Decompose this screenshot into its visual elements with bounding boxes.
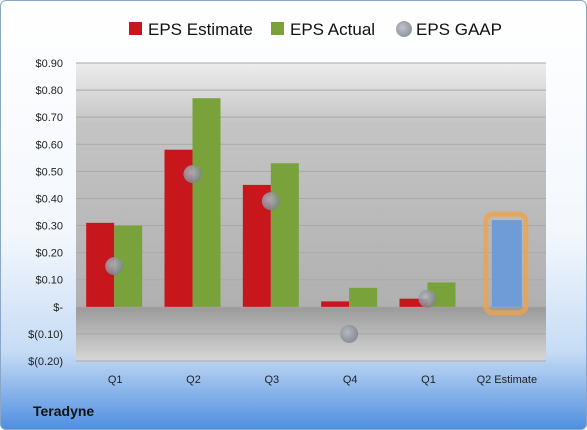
x-tick-label: Q2 Estimate bbox=[477, 374, 538, 386]
y-tick-label: $0.80 bbox=[35, 85, 63, 97]
y-tick-label: $(0.10) bbox=[28, 329, 63, 341]
x-axis: Q1 Q2 Q3 Q4 Q1 Q2 Estimate bbox=[108, 374, 537, 386]
bars bbox=[86, 98, 529, 343]
x-tick-label: Q4 bbox=[343, 374, 358, 386]
plot-area-positive bbox=[76, 63, 546, 307]
eps-gaap-point bbox=[105, 257, 124, 276]
y-tick-label: $0.70 bbox=[35, 112, 63, 124]
plot-area bbox=[76, 63, 546, 361]
legend-label: EPS Estimate bbox=[148, 20, 253, 39]
y-axis: $0.90 $0.80 $0.70 $0.60 $0.50 $0.40 $0.30 $0.20… bbox=[28, 58, 63, 368]
legend-label: EPS Actual bbox=[290, 20, 375, 39]
gridlines bbox=[76, 62, 546, 362]
y-tick-label: $0.10 bbox=[35, 275, 63, 287]
legend-swatch bbox=[271, 22, 284, 35]
y-tick-label: $(0.20) bbox=[28, 356, 63, 368]
x-tick-label: Q1 bbox=[108, 374, 123, 386]
eps-gaap-point bbox=[340, 324, 359, 343]
y-tick-label: $0.30 bbox=[35, 221, 63, 233]
legend: EPS Estimate EPS Actual EPS GAAP bbox=[129, 20, 502, 39]
y-tick-label: $0.60 bbox=[35, 139, 63, 151]
eps-actual-bar bbox=[270, 163, 299, 307]
company-name: Teradyne bbox=[33, 403, 95, 419]
x-tick-label: Q1 bbox=[421, 374, 436, 386]
y-tick-label: $- bbox=[53, 302, 63, 314]
eps-gaap-point bbox=[261, 192, 280, 211]
y-tick-label: $0.90 bbox=[35, 58, 63, 70]
eps-estimate-bar bbox=[321, 301, 350, 307]
eps-actual-bar bbox=[349, 287, 378, 307]
x-tick-label: Q3 bbox=[264, 374, 279, 386]
x-tick-label: Q2 bbox=[186, 374, 201, 386]
eps-actual-bar bbox=[192, 98, 221, 307]
eps-estimate-bar bbox=[399, 298, 428, 307]
eps-gaap-point bbox=[183, 165, 202, 184]
y-tick-label: $0.50 bbox=[35, 166, 63, 178]
q2-estimate-bar bbox=[491, 220, 522, 307]
highlight-glow bbox=[483, 211, 529, 316]
legend-swatch bbox=[129, 22, 142, 35]
legend-swatch bbox=[396, 21, 412, 37]
legend-label: EPS GAAP bbox=[416, 20, 502, 39]
eps-gaap-point bbox=[418, 289, 437, 308]
y-tick-label: $0.40 bbox=[35, 193, 63, 205]
y-tick-label: $0.20 bbox=[35, 248, 63, 260]
